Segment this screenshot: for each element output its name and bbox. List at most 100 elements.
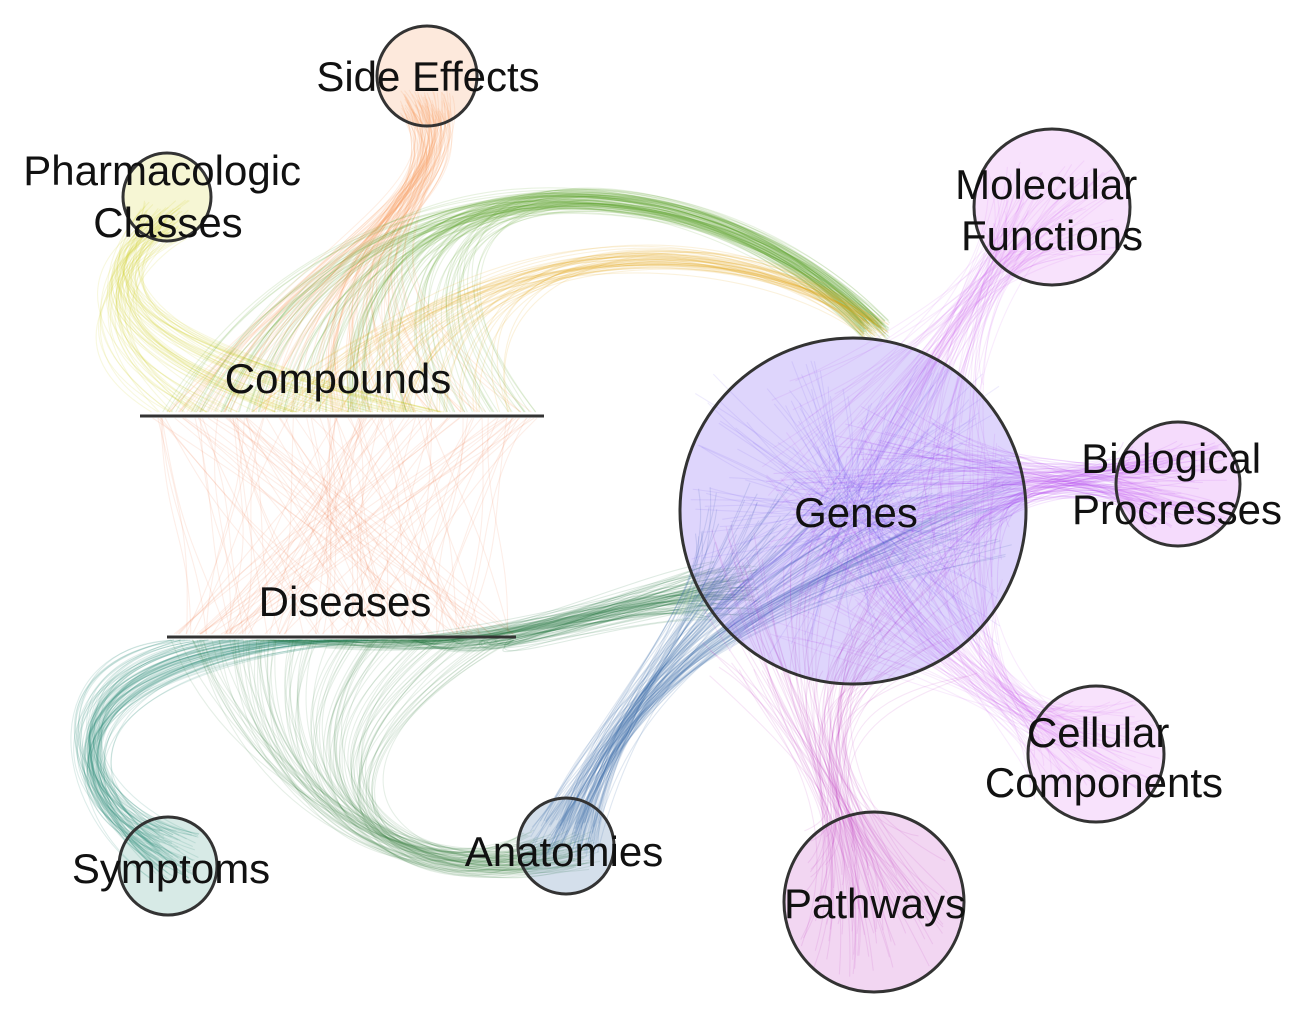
- edge-gene-molecular: [972, 178, 1075, 462]
- edge-compound-side-effect: [373, 113, 449, 413]
- edge-disease-symptom: [97, 639, 253, 879]
- edge-disease-symptom: [88, 639, 225, 846]
- node-pharmacologic-classes[interactable]: [121, 151, 213, 243]
- node-biological-processes[interactable]: [1114, 420, 1242, 548]
- edge-gene-molecular: [836, 241, 1074, 593]
- edge-gene-molecular: [781, 246, 1053, 550]
- edge-gene-cellular: [760, 616, 1126, 776]
- edge-gene-pathway: [733, 561, 877, 932]
- edge-gene-cellular: [808, 494, 1124, 714]
- edge-compound-side-effect: [264, 110, 421, 413]
- edge-disease-anatomy: [382, 639, 594, 863]
- edge-compound-disease: [225, 417, 465, 635]
- edge-gene-pathway: [729, 622, 856, 975]
- edge-disease-anatomy: [258, 639, 581, 869]
- edge-compound-pharmacologic: [110, 221, 223, 413]
- edge-anatomy-gene: [561, 546, 854, 822]
- edge-disease-anatomy: [359, 639, 528, 862]
- edge-anatomy-gene: [555, 493, 994, 821]
- node-side-effects[interactable]: [375, 24, 479, 128]
- edge-anatomy-gene: [548, 544, 1012, 856]
- edge-compound-disease: [220, 417, 509, 635]
- edge-disease-anatomy: [248, 639, 540, 868]
- edge-compound-gene: [347, 202, 890, 413]
- edge-anatomy-gene: [574, 558, 908, 854]
- node-cellular-components[interactable]: [1026, 684, 1166, 824]
- edge-disease-gene: [374, 612, 741, 643]
- edge-compound-gene: [479, 195, 862, 413]
- edge-gene-biological: [930, 489, 1222, 581]
- edge-gene-gene: [702, 538, 845, 602]
- edge-disease-gene: [452, 577, 735, 644]
- edge-gene-biological: [997, 445, 1155, 528]
- edge-gene-gene: [804, 442, 864, 636]
- edge-anatomy-gene: [543, 538, 952, 860]
- edge-gene-molecular: [866, 252, 985, 586]
- edge-compound-gene: [282, 208, 863, 413]
- edge-compound-gene: [195, 189, 887, 413]
- edge-gene-cellular: [766, 474, 1032, 765]
- edge-compound-side-effect: [177, 109, 442, 413]
- node-anatomies[interactable]: [516, 796, 616, 896]
- edge-gene-molecular: [847, 222, 996, 609]
- edge-anatomy-gene: [569, 533, 943, 858]
- edge-gene-pathway: [711, 529, 829, 832]
- edge-compound-disease: [350, 417, 459, 635]
- label-cellular-components: Cellular Components: [985, 709, 1223, 806]
- edge-gene-biological: [807, 495, 1195, 591]
- edge-gene-molecular: [779, 251, 1025, 484]
- edge-disease-symptom: [89, 639, 261, 845]
- edge-gene-biological: [985, 470, 1208, 506]
- edge-compound-side-effect: [181, 105, 431, 413]
- edge-compound-gene-alt: [446, 255, 865, 413]
- edge-gene-molecular: [795, 233, 1012, 382]
- edge-compound-disease: [402, 417, 432, 635]
- edge-gene-pathway: [761, 670, 939, 919]
- edge-compound-gene: [227, 200, 861, 413]
- edge-gene-gene: [815, 364, 951, 560]
- node-pathways[interactable]: [782, 810, 966, 994]
- edge-compound-gene: [346, 195, 869, 413]
- edge-disease-gene: [298, 594, 730, 643]
- edge-gene-cellular: [983, 509, 1154, 730]
- edge-gene-biological: [958, 442, 1225, 466]
- edge-compound-side-effect: [351, 114, 446, 413]
- edge-gene-pathway: [837, 641, 926, 895]
- edge-compound-gene-alt: [436, 254, 877, 413]
- edge-disease-symptom: [100, 639, 333, 876]
- edge-compound-gene: [181, 207, 864, 413]
- edge-disease-anatomy: [361, 639, 568, 857]
- edge-compound-disease: [246, 417, 281, 635]
- node-genes[interactable]: [678, 336, 1028, 686]
- edge-anatomy-gene: [582, 540, 911, 834]
- edge-disease-gene: [415, 577, 753, 650]
- node-molecular-functions[interactable]: [972, 127, 1132, 287]
- edge-anatomy-gene: [573, 491, 942, 843]
- edge-gene-pathway: [835, 599, 914, 908]
- edge-compound-gene: [457, 205, 865, 413]
- edge-gene-biological: [849, 463, 1130, 613]
- edge-compound-side-effect: [401, 102, 486, 413]
- edge-compound-pharmacologic: [127, 239, 293, 413]
- edge-disease-gene: [499, 606, 745, 641]
- edge-compound-disease: [229, 417, 376, 635]
- edge-gene-gene: [864, 513, 928, 624]
- edge-gene-biological: [916, 471, 1124, 590]
- edge-disease-anatomy: [211, 639, 592, 864]
- edge-disease-gene: [508, 593, 751, 641]
- edge-compound-gene: [220, 211, 871, 413]
- edge-compound-disease: [192, 417, 289, 635]
- edge-gene-biological: [813, 489, 1130, 559]
- edge-disease-anatomy: [364, 639, 570, 861]
- node-symptoms[interactable]: [117, 815, 219, 917]
- edge-compound-side-effect: [230, 107, 419, 413]
- edge-compound-side-effect: [332, 104, 423, 413]
- edge-gene-gene: [746, 535, 998, 661]
- edge-compound-side-effect: [362, 93, 424, 413]
- edge-disease-anatomy: [254, 639, 594, 867]
- edge-gene-gene: [753, 413, 881, 511]
- edge-gene-cellular: [946, 450, 1056, 725]
- edge-compound-gene: [361, 195, 863, 413]
- edge-compound-gene: [365, 193, 866, 413]
